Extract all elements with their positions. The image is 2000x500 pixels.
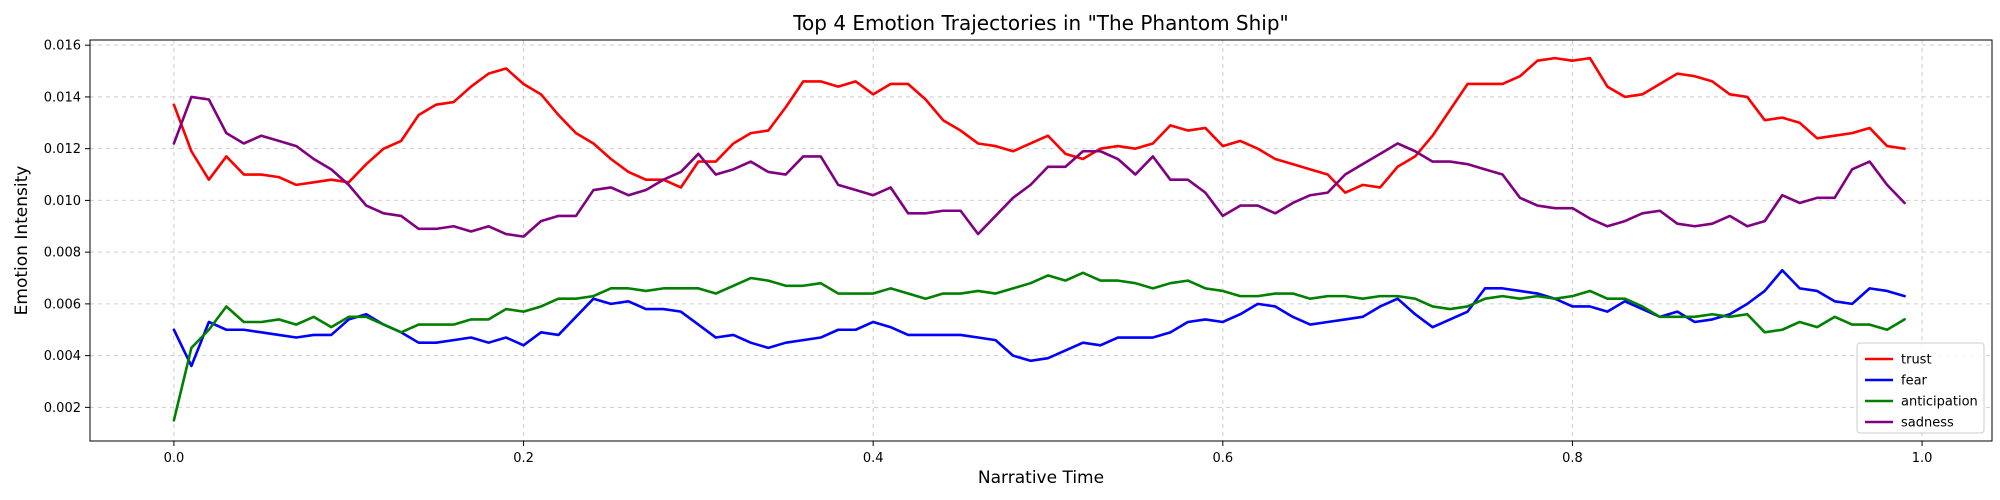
grid-lines xyxy=(90,40,1992,441)
legend-label-anticipation: anticipation xyxy=(1901,395,1978,410)
y-tick-label: 0.014 xyxy=(44,90,81,105)
series-line-anticipation xyxy=(172,271,1906,422)
legend-label-trust: trust xyxy=(1901,353,1932,368)
series-line-fear xyxy=(172,268,1906,368)
y-tick-label: 0.002 xyxy=(44,401,81,416)
series-line-sadness xyxy=(172,95,1906,238)
x-axis-label: Narrative Time xyxy=(978,468,1104,488)
x-tick-label: 0.4 xyxy=(863,451,884,466)
plot-area-frame xyxy=(89,39,1993,442)
y-tick-label: 0.016 xyxy=(44,39,81,54)
x-tick-label: 0.0 xyxy=(164,451,185,466)
series-lines xyxy=(172,56,1906,422)
y-tick-label: 0.004 xyxy=(44,349,81,364)
y-tick-label: 0.012 xyxy=(44,142,81,157)
x-tick-label: 0.6 xyxy=(1212,451,1233,466)
legend-box xyxy=(1856,342,1985,434)
legend: trust fear anticipation sadness xyxy=(1856,342,1985,434)
chart-title: Top 4 Emotion Trajectories in "The Phant… xyxy=(792,11,1289,35)
x-tick-label: 0.8 xyxy=(1562,451,1583,466)
x-axis-ticks: 0.0 0.2 0.4 0.6 0.8 1.0 xyxy=(164,441,1933,466)
y-tick-label: 0.010 xyxy=(44,194,81,209)
legend-label-fear: fear xyxy=(1901,374,1928,389)
series-line-trust xyxy=(172,56,1906,194)
y-tick-label: 0.006 xyxy=(44,297,81,312)
y-tick-label: 0.008 xyxy=(44,246,81,261)
x-tick-label: 1.0 xyxy=(1912,451,1933,466)
y-axis-ticks: 0.002 0.004 0.006 0.008 0.010 0.012 0.014 0.016 xyxy=(44,39,90,416)
x-tick-label: 0.2 xyxy=(513,451,534,466)
legend-label-sadness: sadness xyxy=(1901,416,1954,431)
y-axis-label: Emotion Intensity xyxy=(12,166,32,316)
